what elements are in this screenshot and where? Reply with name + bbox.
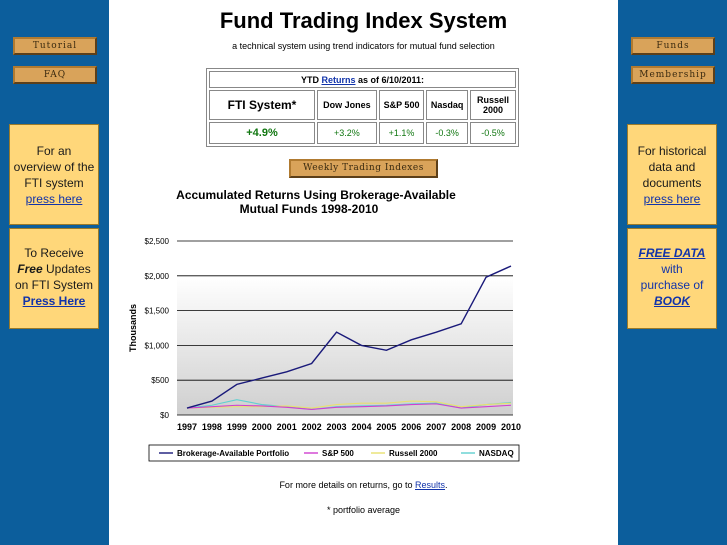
details-note: For more details on returns, go to Resul… <box>109 480 618 490</box>
weekly-trading-indexes-button[interactable]: Weekly Trading Indexes <box>289 159 438 178</box>
historical-box: For historical data and documents press … <box>627 124 717 225</box>
legend-label: S&P 500 <box>322 449 354 458</box>
results-link[interactable]: Results <box>415 480 446 490</box>
chart-title-line1: Accumulated Returns Using Brokerage-Avai… <box>176 188 456 202</box>
left-sidebar: Tutorial FAQ For an overview of the FTI … <box>0 0 109 545</box>
series-line-russell-2000 <box>186 400 512 409</box>
updates-press-here-link[interactable]: Press Here <box>22 294 86 308</box>
series-line-s-p-500 <box>186 403 512 410</box>
y-tick-label: $2,500 <box>145 237 170 246</box>
updates-free: Free <box>17 262 43 276</box>
y-tick-label: $0 <box>160 411 169 420</box>
portfolio-average-note: * portfolio average <box>326 505 401 515</box>
column-header-russell: Russell 2000 <box>470 90 516 120</box>
x-tick-label: 1999 <box>227 422 247 432</box>
x-tick-label: 2007 <box>426 422 446 432</box>
column-header-dow: Dow Jones <box>317 90 377 120</box>
x-tick-label: 2008 <box>451 422 471 432</box>
ytd-suffix: as of 6/10/2011: <box>358 74 425 85</box>
x-tick-label: 2000 <box>252 422 272 432</box>
y-axis-label: Thousands <box>128 304 138 352</box>
free-data-box: FREE DATA with purchase of BOOK <box>627 228 717 329</box>
value-russell: -0.5% <box>470 122 516 144</box>
right-sidebar: Funds Membership For historical data and… <box>618 0 727 545</box>
column-header-nasdaq: Nasdaq <box>426 90 468 120</box>
column-header-fti: FTI System* <box>209 90 315 120</box>
x-tick-label: 1997 <box>177 422 197 432</box>
free-data-link[interactable]: FREE DATA <box>638 246 706 260</box>
details-prefix: For more details on returns, go to <box>279 480 413 490</box>
page-title: Fund Trading Index System <box>219 8 508 33</box>
legend-label: Russell 2000 <box>389 449 438 458</box>
tutorial-button[interactable]: Tutorial <box>13 37 97 55</box>
overview-box: For an overview of the FTI system press … <box>9 124 99 225</box>
historical-text: For historical data and documents <box>637 144 707 190</box>
legend-label: NASDAQ <box>479 449 514 458</box>
main-content: Fund Trading Index System a technical sy… <box>109 0 618 545</box>
legend-box <box>148 444 520 462</box>
returns-chart: Accumulated Returns Using Brokerage-Avai… <box>128 188 521 462</box>
x-tick-label: 1998 <box>202 422 222 432</box>
book-link[interactable]: BOOK <box>654 294 690 308</box>
legend-label: Brokerage-Available Portfolio <box>177 449 289 458</box>
x-tick-label: 2005 <box>376 422 396 432</box>
x-tick-label: 2009 <box>476 422 496 432</box>
details-suffix: . <box>445 480 448 490</box>
y-tick-label: $1,000 <box>145 341 170 350</box>
value-sp500: +1.1% <box>378 122 425 144</box>
x-tick-label: 2010 <box>501 422 521 432</box>
membership-button[interactable]: Membership <box>631 66 715 84</box>
ytd-returns-table: YTD Returns as of 6/10/2011: FTI System*… <box>206 68 519 147</box>
column-header-sp500: S&P 500 <box>378 90 425 120</box>
ytd-header: YTD Returns as of 6/10/2011: <box>209 71 516 88</box>
free-data-line1: with <box>661 262 683 276</box>
overview-press-here-link[interactable]: press here <box>25 192 83 206</box>
value-fti: +4.9% <box>209 122 315 144</box>
x-tick-label: 2006 <box>401 422 421 432</box>
x-tick-label: 2001 <box>277 422 297 432</box>
faq-button[interactable]: FAQ <box>13 66 97 84</box>
page-subtitle: a technical system using trend indicator… <box>232 41 495 51</box>
funds-button[interactable]: Funds <box>631 37 715 55</box>
updates-suffix: Updates on FTI System <box>14 262 94 292</box>
updates-prefix: To Receive <box>24 246 84 260</box>
value-nasdaq: -0.3% <box>426 122 468 144</box>
x-tick-label: 2002 <box>302 422 322 432</box>
ytd-prefix: YTD <box>300 74 319 85</box>
series-line-brokerage-available-portfolio <box>186 265 512 409</box>
chart-title-line2: Mutual Funds 1998-2010 <box>240 202 379 216</box>
overview-text: For an overview of the FTI system <box>13 144 95 190</box>
x-tick-label: 2004 <box>351 422 371 432</box>
value-dow: +3.2% <box>317 122 377 144</box>
updates-box: To Receive Free Updates on FTI System Pr… <box>9 228 99 329</box>
returns-link[interactable]: Returns <box>321 74 356 85</box>
x-tick-label: 2003 <box>327 422 347 432</box>
historical-press-here-link[interactable]: press here <box>643 192 701 206</box>
free-data-line2: purchase of <box>640 278 704 292</box>
y-tick-label: $500 <box>151 376 169 385</box>
y-tick-label: $1,500 <box>145 307 170 316</box>
y-tick-label: $2,000 <box>145 272 170 281</box>
